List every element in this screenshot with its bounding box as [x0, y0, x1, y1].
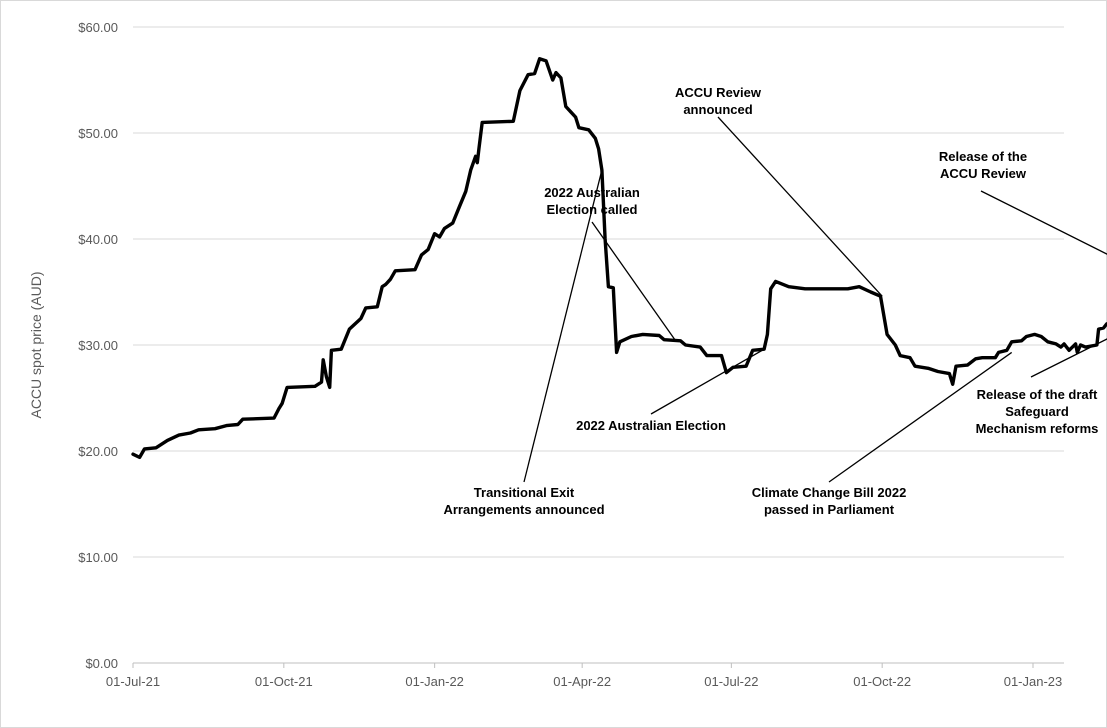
x-tick-label: 01-Jan-23: [1004, 674, 1063, 689]
y-tick-label: $40.00: [78, 232, 118, 247]
y-tick-label: $50.00: [78, 126, 118, 141]
y-tick-label: $60.00: [78, 20, 118, 35]
annotation-label: Release of the ACCU Review: [939, 149, 1027, 181]
annotation-label: Release of the draft Safeguard Mechanism r…: [976, 387, 1099, 436]
labels: $0.00 $10.00 $20.00 $30.00 $40.00 $50.00 $60.0…: [28, 20, 1098, 689]
annotation-label-line: passed in Parliament: [764, 502, 895, 517]
annotation-label-line: Mechanism reforms: [976, 421, 1099, 436]
x-tick-label: 01-Jan-22: [405, 674, 464, 689]
annotation-leader-line: [717, 116, 883, 297]
annotation-label: ACCU Review announced: [675, 85, 762, 117]
y-tick-label: $0.00: [85, 656, 118, 671]
y-axis-title: ACCU spot price (AUD): [28, 271, 44, 418]
annotation-label-line: ACCU Review: [940, 166, 1027, 181]
y-tick-label: $10.00: [78, 550, 118, 565]
x-tick-label: 01-Oct-22: [853, 674, 911, 689]
annotation-label-line: Arrangements announced: [443, 502, 604, 517]
annotation-label-line: 2022 Australian: [544, 185, 640, 200]
annotation-label-line: Release of the: [939, 149, 1027, 164]
annotation-leader-line: [1030, 338, 1107, 378]
annotation-leader-line: [650, 348, 765, 415]
y-tick-label: $30.00: [78, 338, 118, 353]
axes: [132, 662, 1064, 668]
annotation-leader-line: [980, 190, 1107, 255]
annotation-label: Climate Change Bill 2022 passed in Parlia…: [752, 485, 907, 517]
annotation-label: 2022 Australian Election called: [544, 185, 640, 217]
annotation-leader-line: [523, 169, 603, 483]
annotation-label-line: announced: [683, 102, 752, 117]
annotation-label-line: 2022 Australian Election: [576, 418, 726, 433]
series-layer: [131, 57, 1107, 460]
annotation-label-line: Release of the draft: [977, 387, 1098, 402]
x-tick-label: 01-Oct-21: [255, 674, 313, 689]
annotation-leader-line: [591, 221, 677, 342]
annotation-label-line: Election called: [546, 202, 637, 217]
x-tick-label: 01-Jul-22: [704, 674, 758, 689]
x-tick-label: 01-Jul-21: [106, 674, 160, 689]
accu-price-series-line: [131, 57, 1107, 460]
annotation-label-line: ACCU Review: [675, 85, 762, 100]
annotation-leader-line: [828, 351, 1013, 483]
y-tick-label: $20.00: [78, 444, 118, 459]
x-tick-label: 01-Apr-22: [553, 674, 611, 689]
annotation-label: 2022 Australian Election: [576, 418, 726, 433]
annotation-leaders: [523, 116, 1107, 483]
annotation-label-line: Safeguard: [1005, 404, 1069, 419]
annotation-label: Transitional Exit Arrangements announced: [443, 485, 604, 517]
gridlines: [133, 26, 1064, 558]
annotation-label-line: Transitional Exit: [474, 485, 575, 500]
annotation-label-line: Climate Change Bill 2022: [752, 485, 907, 500]
